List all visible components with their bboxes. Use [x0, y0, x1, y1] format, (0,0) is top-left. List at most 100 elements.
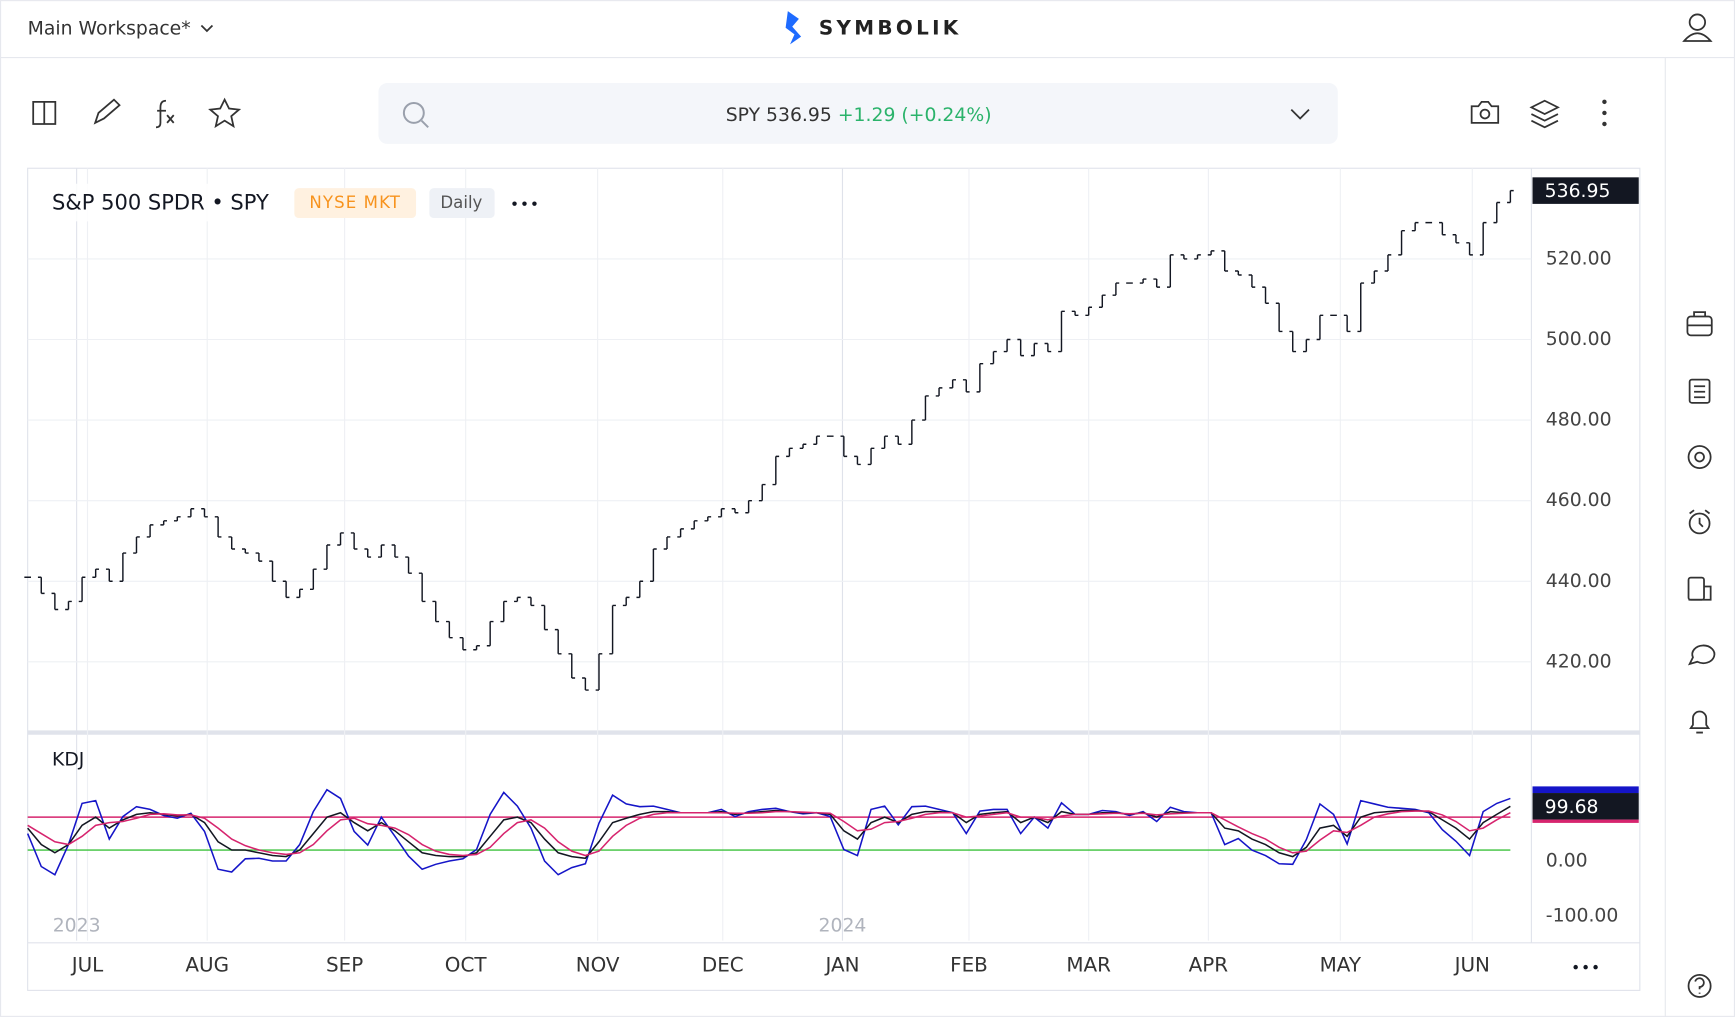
price-bar — [799, 443, 807, 450]
price-bar — [282, 580, 290, 599]
year-label: 2023 — [53, 916, 101, 937]
y-tick-label: 520.00 — [1546, 248, 1612, 269]
price-bar — [1071, 310, 1079, 317]
exchange-label: NYSE MKT — [309, 193, 401, 212]
x-tick-label: DEC — [702, 954, 744, 977]
price-bar — [894, 435, 902, 445]
price-bar — [595, 653, 603, 691]
user-icon[interactable] — [1682, 13, 1713, 42]
price-bar — [1030, 342, 1038, 357]
price-bar — [690, 520, 698, 530]
price-bar — [990, 350, 997, 365]
price-bar — [1044, 342, 1052, 353]
price-bar — [418, 572, 426, 603]
price-bar — [1221, 250, 1229, 272]
price-bar — [527, 596, 535, 607]
quote-change: +1.29 — [838, 105, 896, 126]
y2-tick-label: -100.00 — [1546, 905, 1619, 926]
price-bar — [1207, 250, 1215, 256]
price-bar — [840, 435, 848, 458]
menu-dots[interactable] — [1602, 99, 1607, 127]
price-bar — [622, 596, 630, 607]
interval-label: Daily — [440, 193, 482, 212]
chart-frame — [27, 167, 1641, 991]
price-bar — [133, 536, 140, 554]
price-bar — [568, 653, 576, 679]
last-value-box — [1532, 793, 1639, 820]
price-bar — [1058, 310, 1065, 353]
price-bar — [1316, 314, 1324, 341]
x-tick-label: NOV — [576, 954, 620, 977]
price-bar — [92, 568, 99, 578]
price-bar — [1411, 221, 1419, 232]
x-tick-label: SEP — [326, 954, 363, 977]
price-bar — [1194, 254, 1201, 260]
price-bar — [65, 600, 72, 611]
y-tick-label: 420.00 — [1546, 651, 1612, 672]
price-bar — [201, 508, 208, 518]
price-bar — [1003, 338, 1011, 353]
price-bar — [554, 628, 562, 655]
plot: JUL AUG SEP OCT NOV DEC JAN FEB MAR APR MAY JUN 2023… — [24, 177, 1639, 977]
price-bar — [364, 548, 372, 558]
grid — [27, 168, 1532, 941]
sidebar-icons[interactable] — [1686, 311, 1716, 998]
quote-symbol: SPY — [726, 105, 761, 126]
price-bar — [160, 520, 168, 526]
price-bar — [636, 580, 644, 599]
price-bar — [677, 528, 684, 538]
price-bar — [650, 548, 657, 582]
price-bar — [350, 532, 358, 550]
search-bar[interactable] — [378, 83, 1338, 144]
axis-more[interactable] — [1573, 964, 1598, 970]
year-label: 2024 — [819, 916, 867, 937]
x-tick-label: MAY — [1320, 954, 1362, 977]
price-bar — [214, 516, 222, 538]
price-bar — [269, 560, 276, 582]
price-bar — [772, 455, 780, 486]
price-bar — [459, 636, 467, 651]
x-tick-label: JUN — [1453, 954, 1490, 977]
price-bar — [1153, 278, 1161, 288]
price-bar — [1493, 201, 1501, 224]
x-tick-label: JAN — [823, 954, 859, 977]
price-bar — [241, 548, 249, 554]
last-value-label: 99.68 — [1545, 797, 1599, 818]
price-bar — [310, 568, 317, 591]
price-bar — [962, 379, 970, 393]
price-bar — [146, 524, 154, 538]
price-bar — [976, 362, 984, 393]
price-bar — [1289, 330, 1297, 353]
workspace-caret[interactable] — [200, 24, 214, 33]
kdj-title: KDJ — [52, 750, 84, 771]
toolbar-icons[interactable] — [32, 97, 1560, 129]
price-bar — [1452, 234, 1460, 244]
price-bar — [935, 387, 943, 397]
price-bar — [731, 508, 739, 514]
y-tick-label: 440.00 — [1546, 571, 1612, 592]
price-bar — [1507, 189, 1514, 204]
workspace-name[interactable]: Main Workspace* — [28, 18, 191, 39]
x-tick-label: MAR — [1066, 954, 1111, 977]
price-bar — [854, 455, 861, 466]
search-caret[interactable] — [1290, 108, 1310, 120]
legend-more[interactable] — [512, 201, 537, 206]
price-bar — [1466, 242, 1473, 256]
price-bar — [1479, 221, 1487, 256]
search-icon[interactable] — [402, 101, 429, 129]
kdj-line — [27, 805, 1511, 860]
price-bar — [1248, 274, 1256, 288]
price-bar — [582, 677, 589, 691]
price-bar — [1398, 229, 1405, 256]
price-bar — [1139, 278, 1147, 284]
price-bar — [446, 620, 453, 639]
x-tick-label: APR — [1189, 954, 1229, 977]
price-bar — [378, 544, 385, 558]
price-bar — [813, 435, 820, 445]
price-bar — [51, 592, 59, 611]
price-bar — [1262, 286, 1269, 304]
price-bar — [1166, 254, 1174, 288]
price-bar — [1017, 338, 1024, 357]
x-tick-label: JUL — [70, 954, 104, 977]
